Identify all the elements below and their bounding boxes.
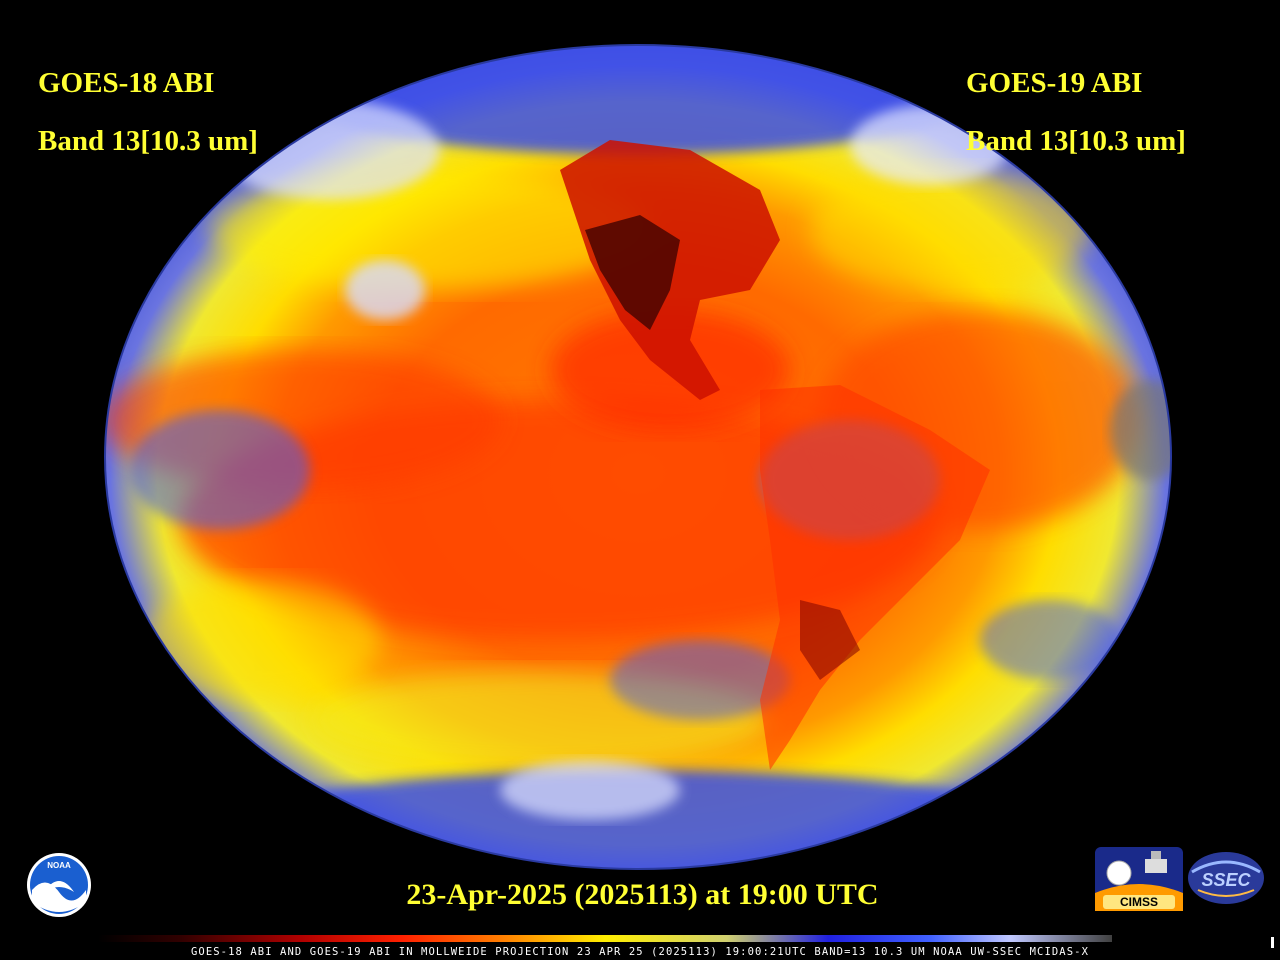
- right-band-label: Band 13[10.3 um]: [966, 125, 1186, 157]
- colorbar-end-tick: [1271, 937, 1274, 948]
- cimss-logo: CIMSS: [1095, 847, 1183, 911]
- noaa-logo-text: NOAA: [47, 861, 71, 870]
- left-band-label: Band 13[10.3 um]: [38, 125, 258, 157]
- noaa-logo: NOAA: [27, 853, 91, 917]
- image-timestamp: 23-Apr-2025 (2025113) at 19:00 UTC: [406, 878, 879, 911]
- right-satellite-name: GOES-19 ABI: [966, 67, 1143, 99]
- ssec-logo-text: SSEC: [1201, 870, 1251, 890]
- footer-caption: GOES-18 ABI AND GOES-19 ABI IN MOLLWEIDE…: [190, 946, 1089, 958]
- ssec-logo: SSEC: [1188, 852, 1264, 904]
- left-satellite-label: GOES-18 ABI Band 13[10.3 um]: [38, 40, 258, 156]
- left-satellite-name: GOES-18 ABI: [38, 67, 215, 99]
- temperature-colorbar: [98, 935, 1112, 942]
- right-satellite-label: GOES-19 ABI Band 13[10.3 um]: [966, 40, 1186, 156]
- cimss-logo-text: CIMSS: [1120, 895, 1158, 909]
